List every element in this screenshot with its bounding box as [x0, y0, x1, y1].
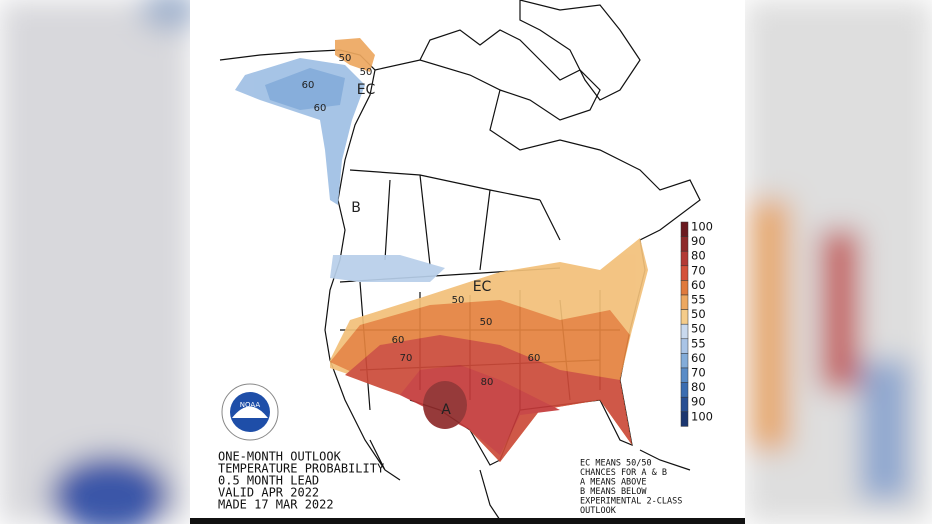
legend-label: 90 [691, 234, 706, 248]
legend-label: 80 [691, 249, 706, 263]
legend-label: 55 [691, 336, 706, 350]
title-line: MADE 17 MAR 2022 [218, 498, 334, 512]
note-line: A MEANS ABOVE [580, 478, 647, 488]
legend-label: 60 [691, 278, 706, 292]
legend-swatch [680, 294, 689, 310]
map-label: A [441, 402, 451, 418]
map-label: 60 [314, 103, 327, 114]
bottom-bar [190, 518, 745, 524]
map-label: 50 [339, 53, 352, 64]
logo-text: NOAA [240, 401, 261, 409]
title-line: ONE-MONTH OUTLOOK [218, 450, 342, 464]
map-label: 70 [400, 353, 413, 364]
legend-swatch [680, 367, 689, 383]
legend-swatch [680, 323, 689, 340]
note-line: EC MEANS 50/50 [580, 459, 652, 469]
map-label: 50 [452, 295, 465, 306]
note-line: EXPERIMENTAL 2-CLASS [580, 497, 682, 507]
probability-shading [235, 38, 648, 462]
legend-label: 70 [691, 263, 706, 277]
legend-label: 70 [691, 366, 706, 380]
map-label: 50 [480, 317, 493, 328]
legend-label: 80 [691, 380, 706, 394]
noaa-logo: NOAA [221, 383, 279, 441]
note-line: B MEANS BELOW [580, 487, 647, 497]
map-label: 80 [481, 377, 494, 388]
legend-label: 50 [691, 322, 706, 336]
map-label: B [351, 200, 361, 216]
map-label: EC [473, 279, 492, 295]
map-label: 60 [302, 80, 315, 91]
legend-swatch [680, 221, 689, 237]
legend-swatch [680, 280, 689, 296]
legend-swatch [680, 411, 689, 427]
legend-swatch [680, 265, 689, 281]
map-label: 60 [528, 353, 541, 364]
legend-label: 100 [691, 220, 713, 234]
legend-swatch [680, 309, 689, 325]
legend-label: 90 [691, 395, 706, 409]
legend-swatch [680, 382, 689, 398]
legend-label: 100 [691, 409, 713, 423]
title-line: 0.5 MONTH LEAD [218, 474, 319, 488]
title-line: VALID APR 2022 [218, 486, 319, 500]
note-line: CHANCES FOR A & B [580, 468, 667, 478]
map-label: 50 [360, 67, 373, 78]
map-label: 60 [392, 335, 405, 346]
legend-swatch [680, 338, 689, 354]
legend-swatch [680, 250, 689, 267]
map-label: EC [357, 82, 376, 98]
title-line: TEMPERATURE PROBABILITY [218, 462, 385, 476]
legend-label: 55 [691, 293, 706, 307]
legend-swatch [680, 396, 689, 413]
legend-swatch [680, 353, 689, 369]
legend-swatch [680, 236, 689, 252]
legend-label: 50 [691, 307, 706, 321]
legend-label: 60 [691, 351, 706, 365]
note-line: OUTLOOK [580, 506, 617, 516]
